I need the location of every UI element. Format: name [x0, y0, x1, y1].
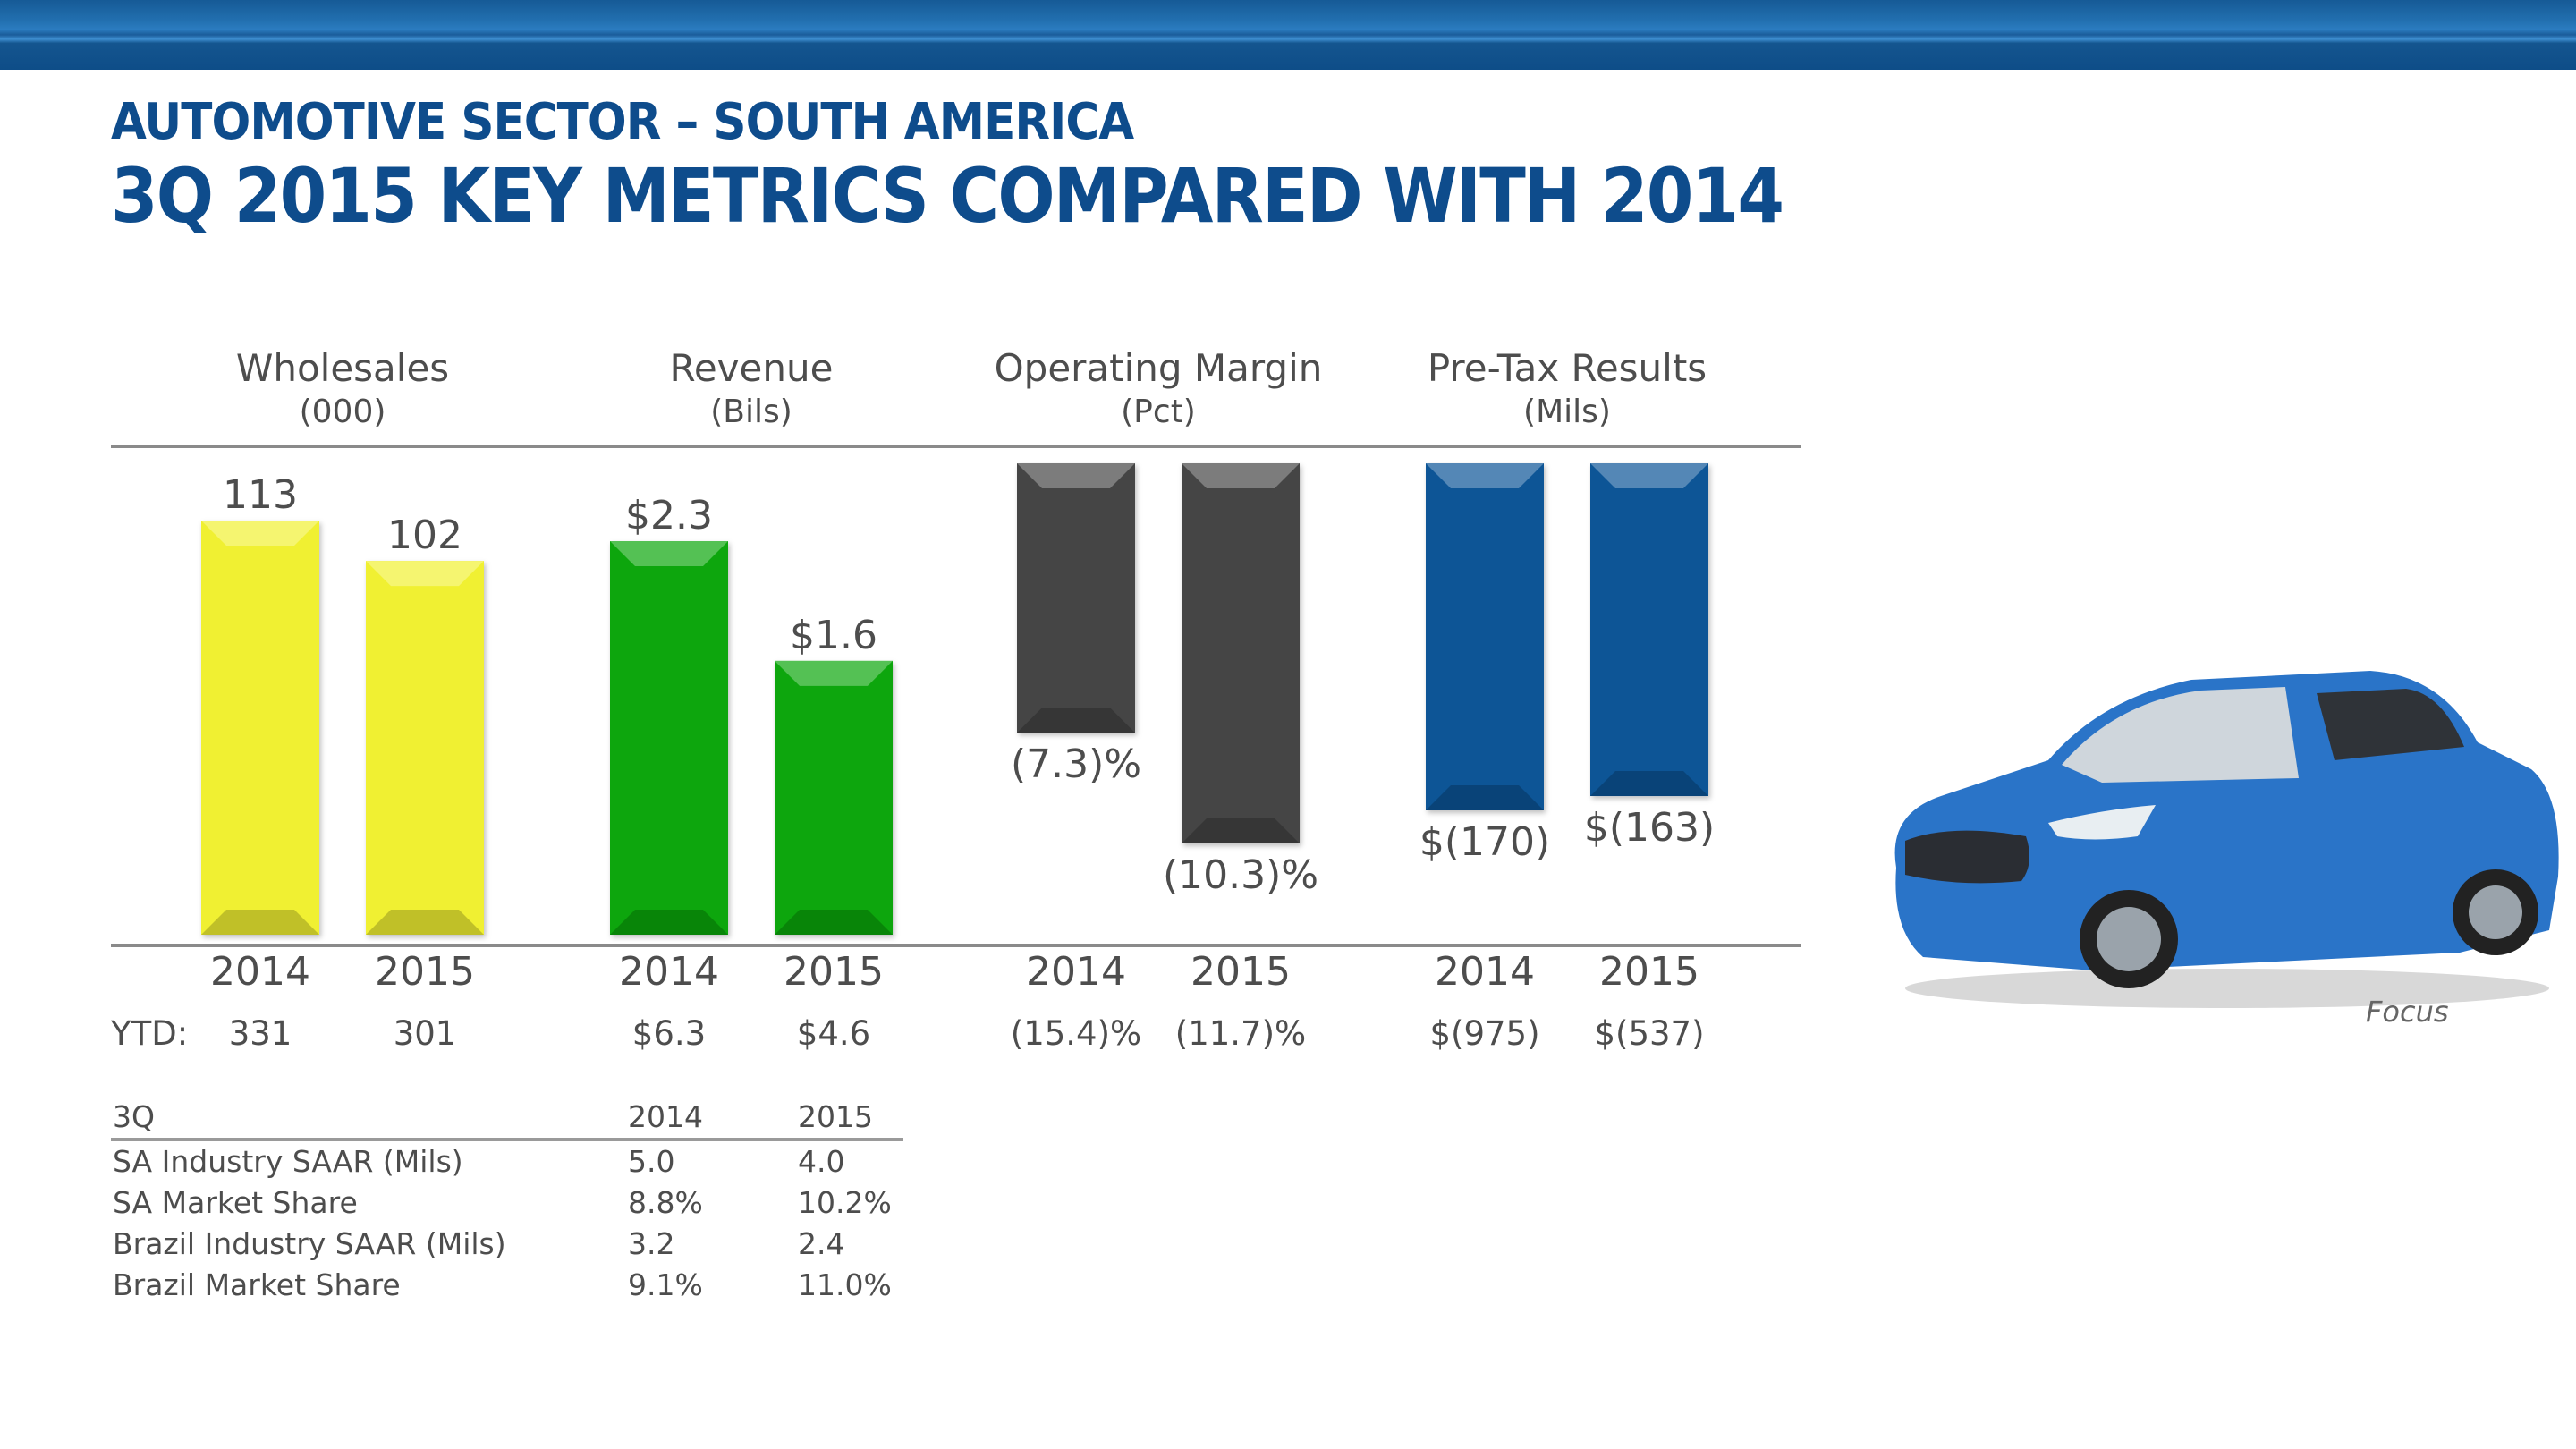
x-tick-label: 2015 [375, 949, 475, 995]
bar-bevel-top [610, 541, 728, 566]
bar-bevel-top [1590, 463, 1708, 488]
x-tick-label: 2014 [619, 949, 719, 995]
ytd-value: 301 [394, 1014, 457, 1053]
stats-value-2014: 8.8% [628, 1185, 703, 1220]
stats-row: Brazil Industry SAAR (Mils) 3.2 2.4 [111, 1224, 903, 1265]
bar-bevel-bottom [201, 910, 319, 935]
stats-header-2015: 2015 [798, 1099, 873, 1134]
ytd-value: (15.4)% [1011, 1014, 1141, 1053]
bar-value-label: (10.3)% [1163, 852, 1318, 898]
bar-bevel-top [1426, 463, 1544, 488]
stats-value-2015: 2.4 [798, 1226, 845, 1261]
stats-row: SA Industry SAAR (Mils) 5.0 4.0 [111, 1141, 903, 1182]
bar-operating-margin-2015 [1182, 463, 1300, 843]
ytd-value: 331 [229, 1014, 292, 1053]
stats-table: 3Q 2014 2015 SA Industry SAAR (Mils) 5.0… [111, 1097, 903, 1306]
bar-revenue-2015 [775, 660, 893, 935]
ytd-value: (11.7)% [1175, 1014, 1306, 1053]
bar-value-label: $(170) [1419, 819, 1550, 865]
ytd-label: YTD: [110, 1014, 188, 1053]
stats-header-period: 3Q [113, 1099, 155, 1134]
bar-bevel-bottom [1590, 771, 1708, 797]
stats-value-2015: 10.2% [798, 1185, 892, 1220]
bar-value-label: $2.3 [625, 493, 713, 538]
group-title: Operating Margin [995, 346, 1323, 390]
x-tick-label: 2014 [1435, 949, 1535, 995]
group-title: Revenue [670, 346, 834, 390]
stats-label: Brazil Industry SAAR (Mils) [113, 1226, 506, 1261]
bar-bevel-top [201, 521, 319, 546]
header-band [0, 0, 2576, 70]
bar-value-label: $1.6 [790, 613, 877, 658]
ytd-value: $4.6 [797, 1014, 870, 1053]
stats-value-2014: 9.1% [628, 1267, 703, 1302]
car-side-windows [2317, 689, 2464, 760]
bar-bevel-top [1182, 463, 1300, 488]
stats-value-2015: 11.0% [798, 1267, 892, 1302]
car-image [1869, 644, 2576, 1020]
bar-bevel-top [1017, 463, 1135, 488]
x-tick-label: 2014 [210, 949, 310, 995]
bar-revenue-2014 [610, 541, 728, 935]
ytd-value: $(537) [1594, 1014, 1704, 1053]
bar-bevel-top [366, 561, 484, 587]
bar-pre-tax-results-2015 [1590, 463, 1708, 797]
stats-label: Brazil Market Share [113, 1267, 401, 1302]
group-title: Pre-Tax Results [1428, 346, 1707, 390]
stats-value-2014: 5.0 [628, 1144, 675, 1179]
stats-value-2015: 4.0 [798, 1144, 845, 1179]
stats-value-2014: 3.2 [628, 1226, 675, 1261]
stats-label: SA Market Share [113, 1185, 358, 1220]
bar-pre-tax-results-2014 [1426, 463, 1544, 810]
bar-bevel-bottom [610, 910, 728, 935]
bar-value-label: 113 [223, 472, 298, 518]
x-tick-label: 2015 [1599, 949, 1699, 995]
group-title: Wholesales [236, 346, 449, 390]
stats-row: SA Market Share 8.8% 10.2% [111, 1182, 903, 1224]
bar-bevel-top [775, 660, 893, 686]
group-unit: (000) [300, 394, 386, 430]
group-unit: (Mils) [1523, 394, 1611, 430]
page-title: 3Q 2015 KEY METRICS COMPARED WITH 2014 [111, 152, 1784, 240]
car-caption: Focus [2366, 995, 2449, 1029]
car-windows [2062, 687, 2299, 783]
car-grille [1905, 830, 2029, 884]
bar-value-label: $(163) [1584, 805, 1715, 851]
group-unit: (Pct) [1121, 394, 1196, 430]
bar-bevel-bottom [1017, 708, 1135, 733]
bar-wholesales-2014 [201, 521, 319, 935]
bar-bevel-bottom [1182, 818, 1300, 843]
x-tick-label: 2014 [1026, 949, 1126, 995]
ytd-value: $6.3 [632, 1014, 706, 1053]
stats-row: Brazil Market Share 9.1% 11.0% [111, 1265, 903, 1306]
bar-wholesales-2015 [366, 561, 484, 935]
page-subtitle: AUTOMOTIVE SECTOR – SOUTH AMERICA [111, 93, 1134, 151]
bar-bevel-bottom [775, 910, 893, 935]
bar-bevel-bottom [1426, 785, 1544, 810]
bar-bevel-bottom [366, 910, 484, 935]
bar-value-label: 102 [387, 513, 462, 558]
car-headlight [2048, 805, 2156, 840]
bar-operating-margin-2014 [1017, 463, 1135, 733]
stats-header-2014: 2014 [628, 1099, 703, 1134]
group-unit: (Bils) [710, 394, 792, 430]
car-shadow [1905, 969, 2549, 1008]
stats-label: SA Industry SAAR (Mils) [113, 1144, 463, 1179]
bar-value-label: (7.3)% [1011, 741, 1141, 787]
x-tick-label: 2015 [1191, 949, 1291, 995]
ytd-value: $(975) [1429, 1014, 1539, 1053]
x-tick-label: 2015 [784, 949, 884, 995]
stats-header-row: 3Q 2014 2015 [111, 1097, 903, 1141]
